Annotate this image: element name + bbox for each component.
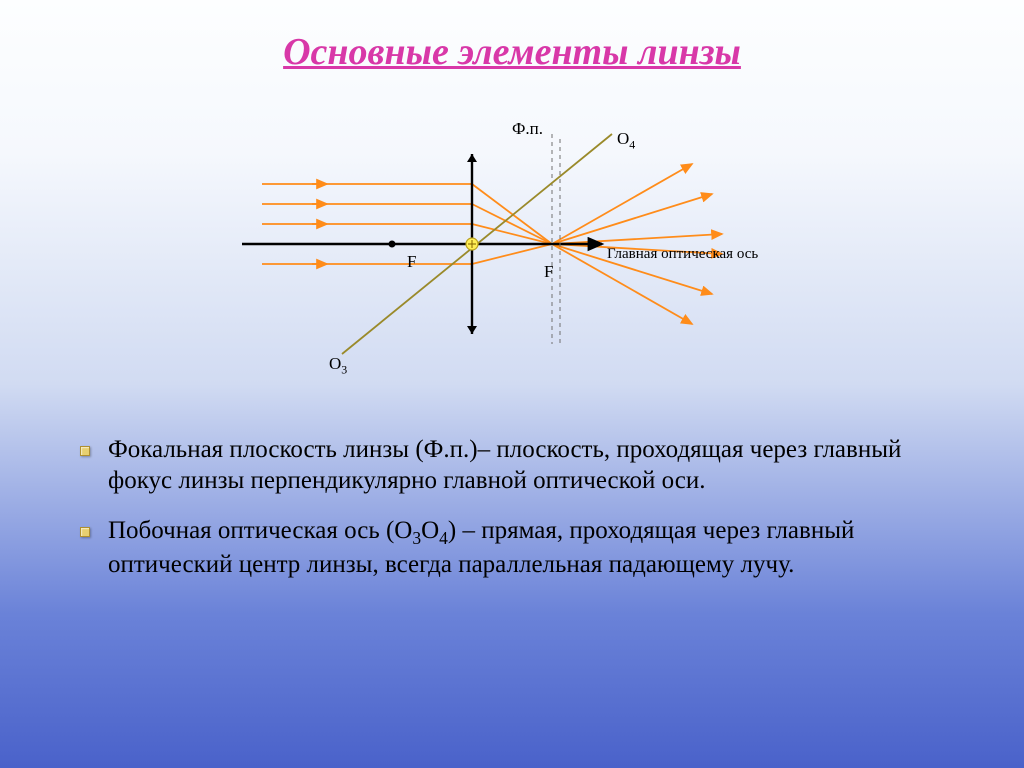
lens-diagram: Ф.п. О4 О3 F F Главная оптическая ось xyxy=(212,94,812,394)
bullet-item: Фокальная плоскость линзы (Ф.п.)– плоско… xyxy=(80,434,964,497)
label-o4: О4 xyxy=(617,129,635,152)
bullet-marker xyxy=(80,527,90,537)
label-fp: Ф.п. xyxy=(512,119,543,139)
page-title: Основные элементы линзы xyxy=(0,0,1024,74)
label-main-axis: Главная оптическая ось xyxy=(607,246,758,263)
bullet-text-0: Фокальная плоскость линзы (Ф.п.)– плоско… xyxy=(108,434,964,497)
diagram-svg xyxy=(212,94,812,394)
label-o3: О3 xyxy=(329,354,347,377)
bullet-marker xyxy=(80,446,90,456)
label-F-right: F xyxy=(544,262,553,282)
bullet-list: Фокальная плоскость линзы (Ф.п.)– плоско… xyxy=(80,434,964,581)
label-F-left: F xyxy=(407,252,416,272)
bullet-item: Побочная оптическая ось (О3О4) – прямая,… xyxy=(80,515,964,581)
title-text: Основные элементы линзы xyxy=(283,31,741,73)
bullet-text-1: Побочная оптическая ось (О3О4) – прямая,… xyxy=(108,515,964,581)
